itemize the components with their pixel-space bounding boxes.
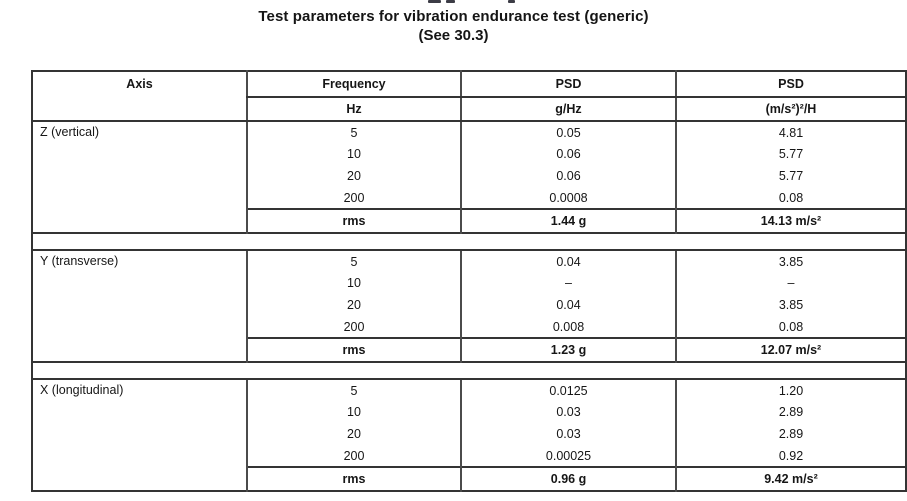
table-row: 20 0.03 2.89 (32, 423, 906, 445)
rms-g-value: 1.44 g (460, 208, 676, 233)
section-spacer (32, 232, 906, 251)
clipped-caption-fragment (428, 0, 520, 4)
rms-label: rms (246, 208, 461, 233)
header-axis: Axis (32, 71, 247, 122)
psd-g-cell: 0.04 (460, 294, 676, 316)
psd-ms-cell: 5.77 (675, 143, 906, 165)
psd-g-cell: 0.06 (460, 143, 676, 165)
table-row: 200 0.008 0.08 (32, 316, 906, 338)
table-row: 200 0.0008 0.08 (32, 187, 906, 209)
table-row: Y (transverse) 5 0.04 3.85 (32, 250, 906, 272)
axis-label-z: Z (vertical) (40, 125, 100, 139)
vibration-parameters-table: Axis Frequency PSD PSD Hz g/Hz (m/s²)²/H… (31, 70, 907, 492)
rms-ms-value: 9.42 m/s² (675, 466, 906, 491)
psd-g-cell: 0.0008 (460, 187, 676, 209)
psd-ms-cell: 3.85 (675, 294, 906, 316)
freq-cell: 200 (246, 316, 461, 338)
header-frequency-unit: Hz (246, 96, 461, 122)
rms-row: rms 0.96 g 9.42 m/s² (32, 466, 906, 491)
psd-ms-cell: 3.85 (675, 250, 906, 272)
freq-cell: 20 (246, 294, 461, 316)
psd-ms-cell: 1.20 (675, 379, 906, 401)
freq-cell: 200 (246, 445, 461, 467)
header-row-1: Axis Frequency PSD PSD (32, 71, 906, 122)
table-row: 10 – – (32, 272, 906, 294)
table-row: Z (vertical) 5 0.05 4.81 (32, 121, 906, 143)
table-row: 10 0.03 2.89 (32, 401, 906, 423)
psd-ms-cell: 0.08 (675, 187, 906, 209)
freq-cell: 20 (246, 165, 461, 187)
header-psd-g: PSD (460, 71, 676, 98)
psd-g-cell: – (460, 272, 676, 294)
psd-g-cell: 0.06 (460, 165, 676, 187)
page-title: Test parameters for vibration endurance … (258, 8, 649, 25)
freq-cell: 20 (246, 423, 461, 445)
title-block: Test parameters for vibration endurance … (0, 0, 907, 45)
psd-ms-cell: 4.81 (675, 121, 906, 143)
table-row: X (longitudinal) 5 0.0125 1.20 (32, 379, 906, 401)
psd-g-cell: 0.03 (460, 423, 676, 445)
psd-g-cell: 0.05 (460, 121, 676, 143)
rms-g-value: 0.96 g (460, 466, 676, 491)
psd-g-cell: 0.04 (460, 250, 676, 272)
rms-g-value: 1.23 g (460, 337, 676, 362)
freq-cell: 5 (246, 121, 461, 143)
psd-g-cell: 0.03 (460, 401, 676, 423)
rms-ms-value: 14.13 m/s² (675, 208, 906, 233)
rms-label: rms (246, 337, 461, 362)
psd-ms-cell: 0.92 (675, 445, 906, 467)
freq-cell: 200 (246, 187, 461, 209)
table-row: 10 0.06 5.77 (32, 143, 906, 165)
rms-label: rms (246, 466, 461, 491)
table-row: 200 0.00025 0.92 (32, 445, 906, 467)
table-row: 20 0.06 5.77 (32, 165, 906, 187)
psd-g-cell: 0.0125 (460, 379, 676, 401)
table-row: 20 0.04 3.85 (32, 294, 906, 316)
axis-label-y: Y (transverse) (40, 254, 119, 268)
psd-g-cell: 0.00025 (460, 445, 676, 467)
axis-label-x: X (longitudinal) (40, 383, 124, 397)
psd-g-cell: 0.008 (460, 316, 676, 338)
header-psd-ms: PSD (675, 71, 906, 98)
page-subtitle: (See 30.3) (418, 27, 489, 44)
psd-ms-cell: – (675, 272, 906, 294)
freq-cell: 10 (246, 401, 461, 423)
psd-ms-cell: 5.77 (675, 165, 906, 187)
psd-ms-cell: 2.89 (675, 423, 906, 445)
header-row-2: Hz g/Hz (m/s²)²/H (32, 96, 906, 122)
header-frequency: Frequency (246, 71, 461, 98)
freq-cell: 10 (246, 143, 461, 165)
header-psd-ms-unit: (m/s²)²/H (675, 96, 906, 122)
freq-cell: 5 (246, 250, 461, 272)
rms-ms-value: 12.07 m/s² (675, 337, 906, 362)
section-spacer (32, 361, 906, 380)
freq-cell: 5 (246, 379, 461, 401)
rms-row: rms 1.44 g 14.13 m/s² (32, 208, 906, 233)
psd-ms-cell: 0.08 (675, 316, 906, 338)
header-psd-g-unit: g/Hz (460, 96, 676, 122)
rms-row: rms 1.23 g 12.07 m/s² (32, 337, 906, 362)
freq-cell: 10 (246, 272, 461, 294)
psd-ms-cell: 2.89 (675, 401, 906, 423)
